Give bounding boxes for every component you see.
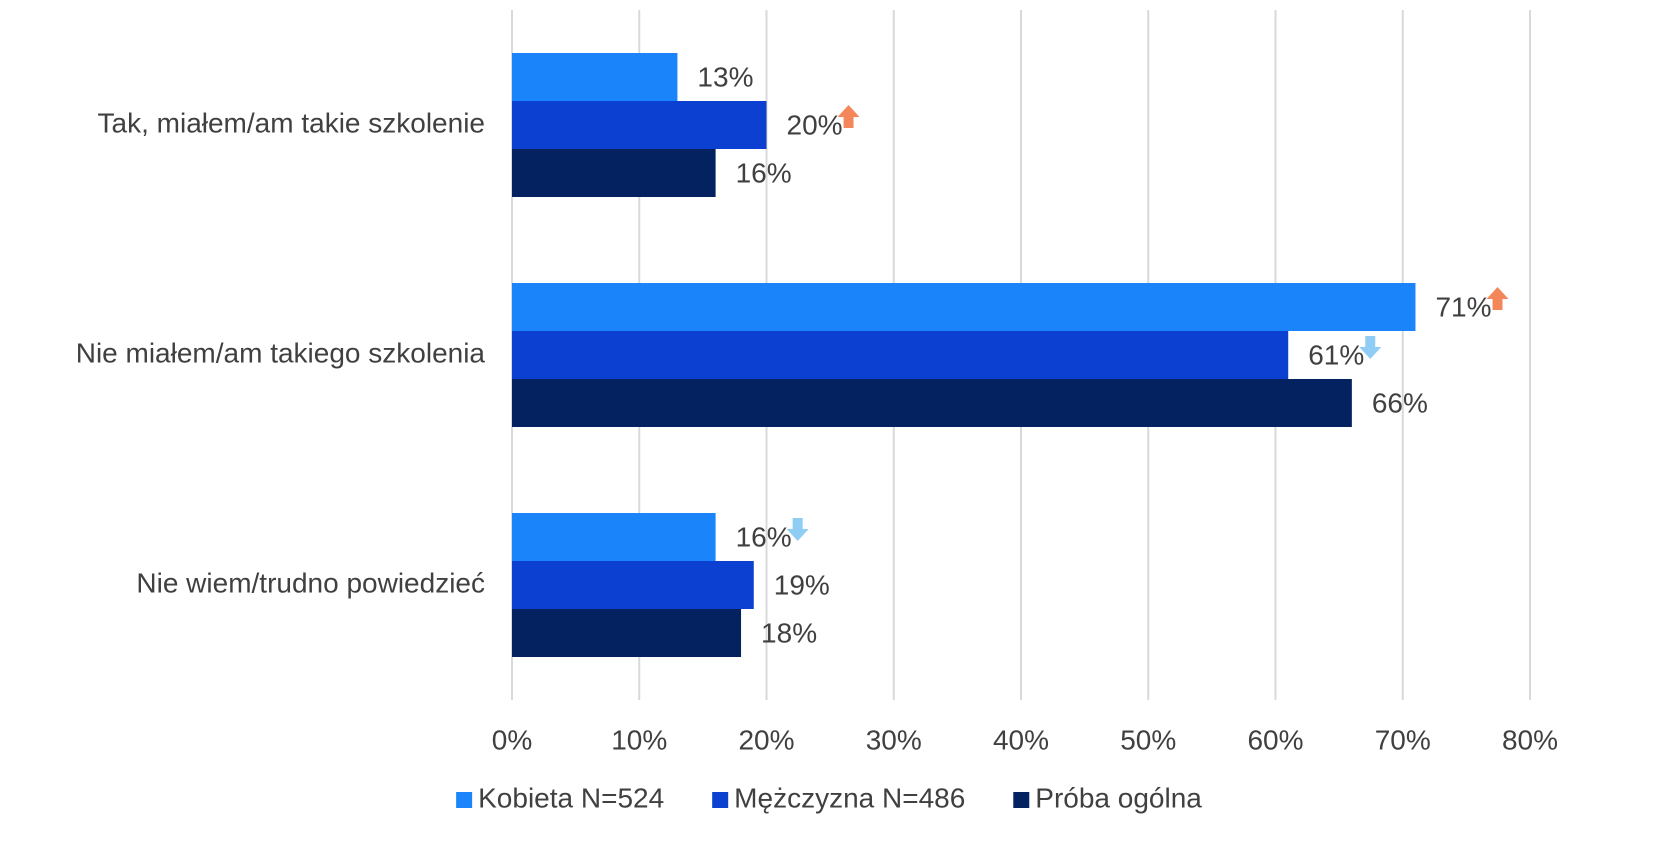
x-tick-label: 60% — [1247, 724, 1303, 755]
bar — [512, 283, 1416, 331]
x-tick-label: 50% — [1120, 724, 1176, 755]
bar — [512, 331, 1289, 379]
value-label: 71% — [1435, 291, 1491, 322]
bar — [512, 379, 1352, 427]
value-label: 20% — [787, 109, 843, 140]
value-label: 16% — [736, 521, 792, 552]
value-label: 19% — [774, 569, 830, 600]
category-label: Nie miałem/am takiego szkolenia — [76, 337, 486, 368]
legend-swatch — [1013, 792, 1030, 808]
x-tick-label: 20% — [738, 724, 794, 755]
x-tick-label: 40% — [993, 724, 1049, 755]
category-label: Tak, miałem/am takie szkolenie — [98, 107, 485, 138]
arrow-down — [786, 518, 809, 541]
legend-label: Mężczyzna N=486 — [734, 782, 965, 813]
legend-swatch — [456, 792, 473, 808]
bar — [512, 149, 716, 197]
arrow-up — [1486, 287, 1509, 310]
bar — [512, 609, 742, 657]
value-label: 18% — [761, 617, 817, 648]
x-tick-label: 70% — [1375, 724, 1431, 755]
legend-label: Kobieta N=524 — [478, 782, 664, 813]
x-tick-label: 10% — [611, 724, 667, 755]
arrow-up — [837, 105, 860, 128]
bar — [512, 561, 754, 609]
x-tick-label: 0% — [492, 724, 532, 755]
bar — [512, 513, 716, 561]
bar — [512, 53, 678, 101]
legend-swatch — [712, 792, 729, 808]
bar — [512, 101, 767, 149]
x-tick-label: 80% — [1502, 724, 1558, 755]
arrow-down — [1359, 336, 1382, 359]
x-tick-label: 30% — [866, 724, 922, 755]
value-label: 66% — [1372, 387, 1428, 418]
value-label: 61% — [1308, 339, 1364, 370]
value-label: 16% — [736, 157, 792, 188]
value-label: 13% — [697, 61, 753, 92]
category-label: Nie wiem/trudno powiedzieć — [136, 567, 485, 598]
legend-label: Próba ogólna — [1035, 782, 1202, 813]
